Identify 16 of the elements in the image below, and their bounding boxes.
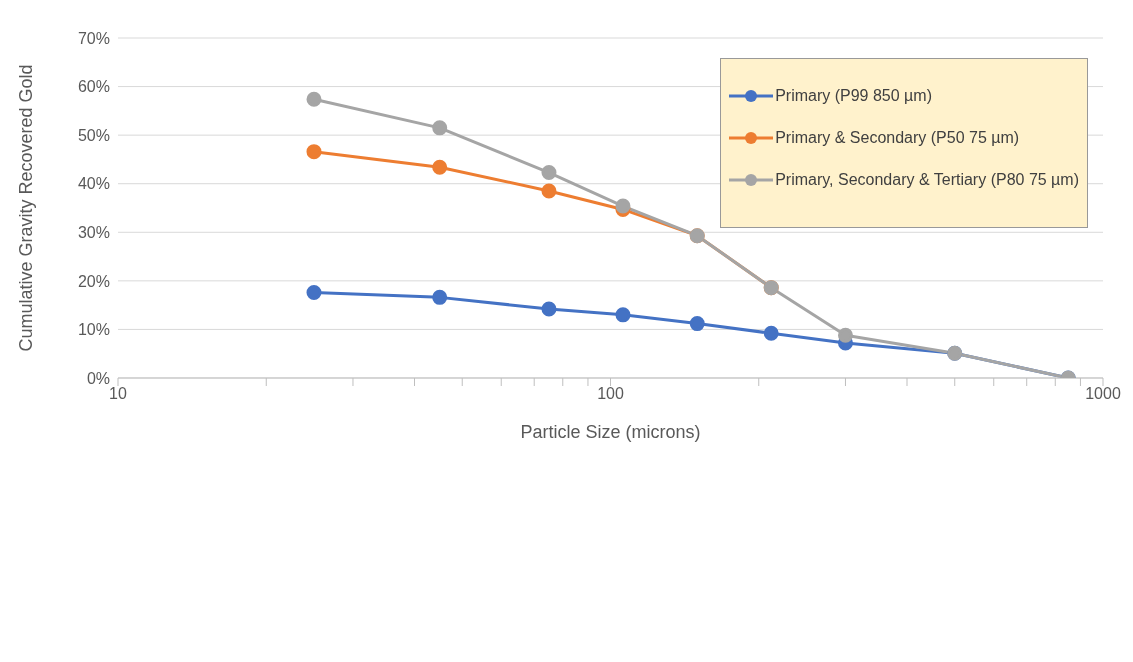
y-tick-label: 70% (77, 29, 110, 47)
legend-label: Primary, Secondary & Tertiary (P80 75 µm) (775, 171, 1079, 189)
y-tick-label: 40% (77, 175, 110, 193)
y-axis-title: Cumulative Gravity Recovered Gold (16, 64, 37, 352)
y-tick-label: 10% (77, 321, 110, 339)
y-tick-label: 60% (77, 78, 110, 96)
y-tick-label: 0% (86, 369, 110, 387)
y-tick-label: 20% (77, 272, 110, 290)
legend-label: Primary (P99 850 µm) (775, 87, 932, 105)
x-axis-title: Particle Size (microns) (520, 422, 701, 442)
y-tick-label: 30% (77, 223, 110, 241)
y-tick-label: 50% (77, 126, 110, 144)
x-tick-label: 100 (597, 385, 624, 403)
legend-label: Primary & Secondary (P50 75 µm) (775, 129, 1020, 147)
x-tick-label: 10 (109, 385, 127, 403)
x-tick-label: 1000 (1085, 385, 1121, 403)
